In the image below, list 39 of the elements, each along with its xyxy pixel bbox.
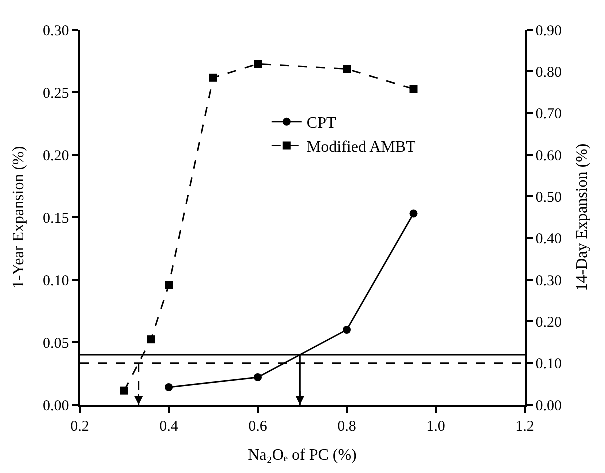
y2-tick-label: 0.60: [536, 148, 562, 164]
point: [147, 336, 156, 344]
x-axis-title: Na₂Oₑ of PC (%): [248, 446, 357, 464]
y2-tick-label: 0.80: [536, 64, 562, 81]
x-tick-label: 0.8: [338, 418, 356, 435]
legend-label: CPT: [306, 115, 336, 132]
x-tick-label: 0.4: [160, 418, 179, 435]
y2-tick-label: 0.50: [536, 190, 562, 206]
point: [410, 85, 418, 94]
y-tick-label: 0.25: [43, 86, 70, 102]
x-tick-label: 1.2: [516, 418, 534, 435]
y-tick-label: 0.05: [43, 336, 70, 352]
x-tick-label: 0.6: [248, 418, 268, 435]
point: [210, 74, 218, 82]
y2-tick-label: 0.70: [536, 106, 562, 123]
y-tick-label: 0.20: [43, 148, 70, 164]
y-axis-title: 1-Year Expansion (%): [10, 146, 28, 289]
y-tick-label: 0.00: [43, 398, 70, 414]
point: [343, 326, 351, 334]
point: [410, 210, 418, 218]
point: [254, 374, 262, 382]
x-tick-label: 1.0: [426, 418, 446, 435]
y2-tick-label: 0.40: [536, 232, 562, 248]
y2-tick-label: 0.10: [536, 356, 562, 373]
y2-axis-title: 14-Day Expansion (%): [574, 144, 592, 292]
point: [120, 386, 128, 395]
y-tick-label: 0.15: [43, 210, 70, 227]
y-tick-label: 0.10: [43, 273, 70, 290]
x-tick-label: 0.2: [70, 418, 90, 435]
y-tick-label: 0.30: [43, 23, 70, 40]
point: [165, 384, 173, 392]
point: [343, 65, 351, 74]
y2-tick-label: 0.30: [536, 273, 562, 290]
point: [254, 60, 262, 68]
y2-tick-label: 0.90: [536, 23, 562, 40]
y2-tick-label: 0.20: [536, 314, 562, 331]
legend-label: Modified AMBT: [306, 138, 416, 156]
y2-tick-label: 0.00: [536, 398, 562, 414]
point: [165, 281, 173, 290]
